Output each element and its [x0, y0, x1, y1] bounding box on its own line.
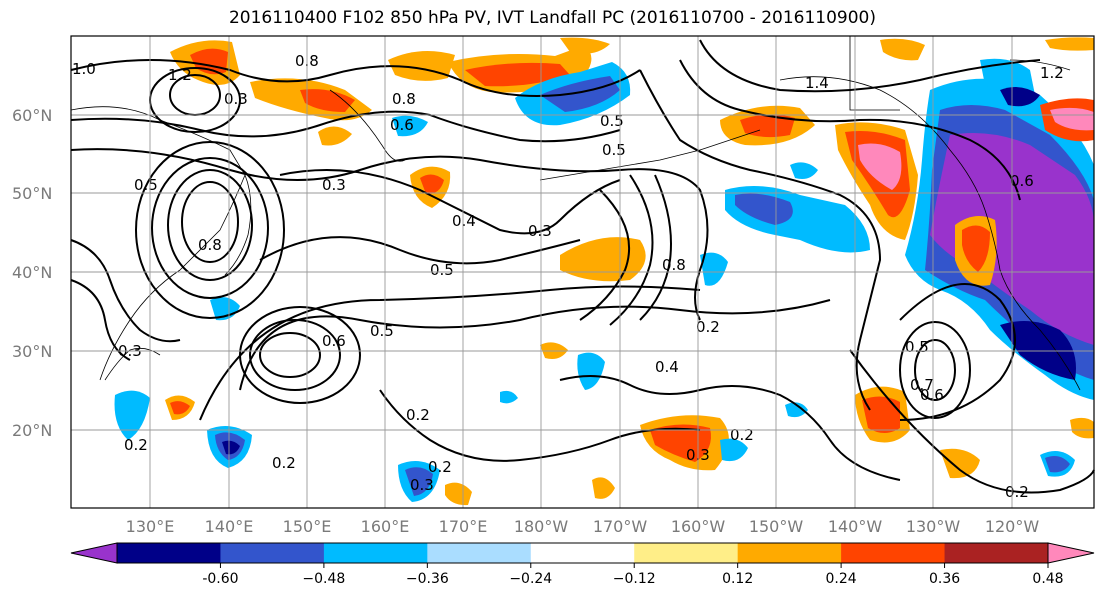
colorbar-tick-label: −0.48 [302, 571, 345, 587]
lon-label: 170°E [439, 517, 488, 536]
contour-label: 0.2 [730, 426, 754, 444]
colorbar-tick-label: −0.12 [613, 571, 656, 587]
map-frame [70, 35, 1095, 509]
colorbar-tick-label: 0.24 [826, 571, 857, 587]
colorbar-ticks: -0.60 −0.48 −0.36 −0.24 −0.12 0.12 0.24 0.36 0.4… [202, 563, 1064, 587]
contour-label: 0.8 [198, 236, 222, 254]
lon-label: 150°E [283, 517, 332, 536]
contour-label: 0.8 [392, 90, 416, 108]
contour-label: 0.3 [224, 90, 248, 108]
contour-label: 0.5 [602, 141, 626, 159]
colorbar-cell [530, 543, 635, 563]
lon-label: 130°W [906, 517, 961, 536]
lon-label: 180°W [514, 517, 569, 536]
contour-label: 0.5 [905, 338, 929, 356]
colorbar-cell [220, 543, 325, 563]
colorbar-cell [944, 543, 1049, 563]
colorbar-extend-high [1047, 542, 1095, 564]
contour-label: 0.8 [662, 256, 686, 274]
contour-label: 0.6 [390, 116, 414, 134]
contour-label: 0.2 [272, 454, 296, 472]
lon-label: 170°W [593, 517, 648, 536]
contour-label: 1.0 [72, 60, 96, 78]
contour-label: 0.3 [322, 176, 346, 194]
contour-label: 1.2 [1040, 64, 1064, 82]
colorbar-tick-label: −0.36 [406, 571, 449, 587]
contour-label: 0.2 [406, 406, 430, 424]
latitude-labels: 60°N 50°N 40°N 30°N 20°N [12, 106, 52, 440]
contour-label: 0.5 [430, 261, 454, 279]
lat-label-20n: 20°N [12, 421, 52, 440]
contour-label: 0.2 [428, 458, 452, 476]
colorbar-cells [116, 542, 1049, 564]
contour-label: 0.3 [410, 476, 434, 494]
contour-label: 1.4 [805, 74, 829, 92]
contour-label: 0.2 [1005, 483, 1029, 501]
contour-label: 0.5 [370, 322, 394, 340]
pv-contours [70, 39, 1095, 494]
colorbar-cell [841, 543, 946, 563]
contour-label: 0.2 [124, 436, 148, 454]
contour-labels: 1.0 1.2 0.8 0.8 0.6 0.5 0.3 0.8 0.4 0.5 … [72, 52, 1064, 501]
lat-label-40n: 40°N [12, 263, 52, 282]
lat-label-50n: 50°N [12, 184, 52, 203]
lon-label: 160°E [361, 517, 410, 536]
lon-label: 160°W [671, 517, 726, 536]
contour-label: 1.2 [168, 66, 192, 84]
lon-label: 140°W [828, 517, 883, 536]
lon-label: 150°W [749, 517, 804, 536]
colorbar-cell [737, 543, 842, 563]
colorbar-tick-label: 0.12 [722, 571, 753, 587]
colorbar-cell [427, 543, 532, 563]
colorbar-tick-label: 0.48 [1032, 571, 1063, 587]
map-title: 2016110400 F102 850 hPa PV, IVT Landfall… [228, 8, 876, 28]
colorbar-cell [634, 543, 739, 563]
lon-label: 120°W [985, 517, 1040, 536]
colorbar-cell [323, 543, 428, 563]
contour-label: 0.4 [452, 212, 476, 230]
contour-label: 0.5 [600, 112, 624, 130]
lat-label-30n: 30°N [12, 342, 52, 361]
contour-label: 0.7 [910, 376, 934, 394]
contour-label: 0.2 [696, 318, 720, 336]
colorbar-tick-label: -0.60 [202, 571, 238, 587]
lon-label: 130°E [126, 517, 175, 536]
contour-label: 0.5 [134, 176, 158, 194]
colorbar-cell [117, 543, 221, 563]
colorbar: -0.60 −0.48 −0.36 −0.24 −0.12 0.12 0.24 0.36 0.4… [70, 542, 1095, 587]
colorbar-tick-label: −0.24 [509, 571, 552, 587]
colorbar-extend-low [70, 542, 118, 564]
lat-label-60n: 60°N [12, 106, 52, 125]
longitude-labels: 130°E 140°E 150°E 160°E 170°E 180°W 170°… [126, 517, 1040, 536]
lon-label: 140°E [205, 517, 254, 536]
contour-label: 0.6 [1010, 172, 1034, 190]
graticule [71, 36, 1094, 508]
contour-label: 0.6 [322, 332, 346, 350]
colorbar-tick-label: 0.36 [929, 571, 960, 587]
contour-label: 0.6 [920, 386, 944, 404]
contour-label: 0.4 [655, 358, 679, 376]
contour-label: 0.3 [528, 222, 552, 240]
